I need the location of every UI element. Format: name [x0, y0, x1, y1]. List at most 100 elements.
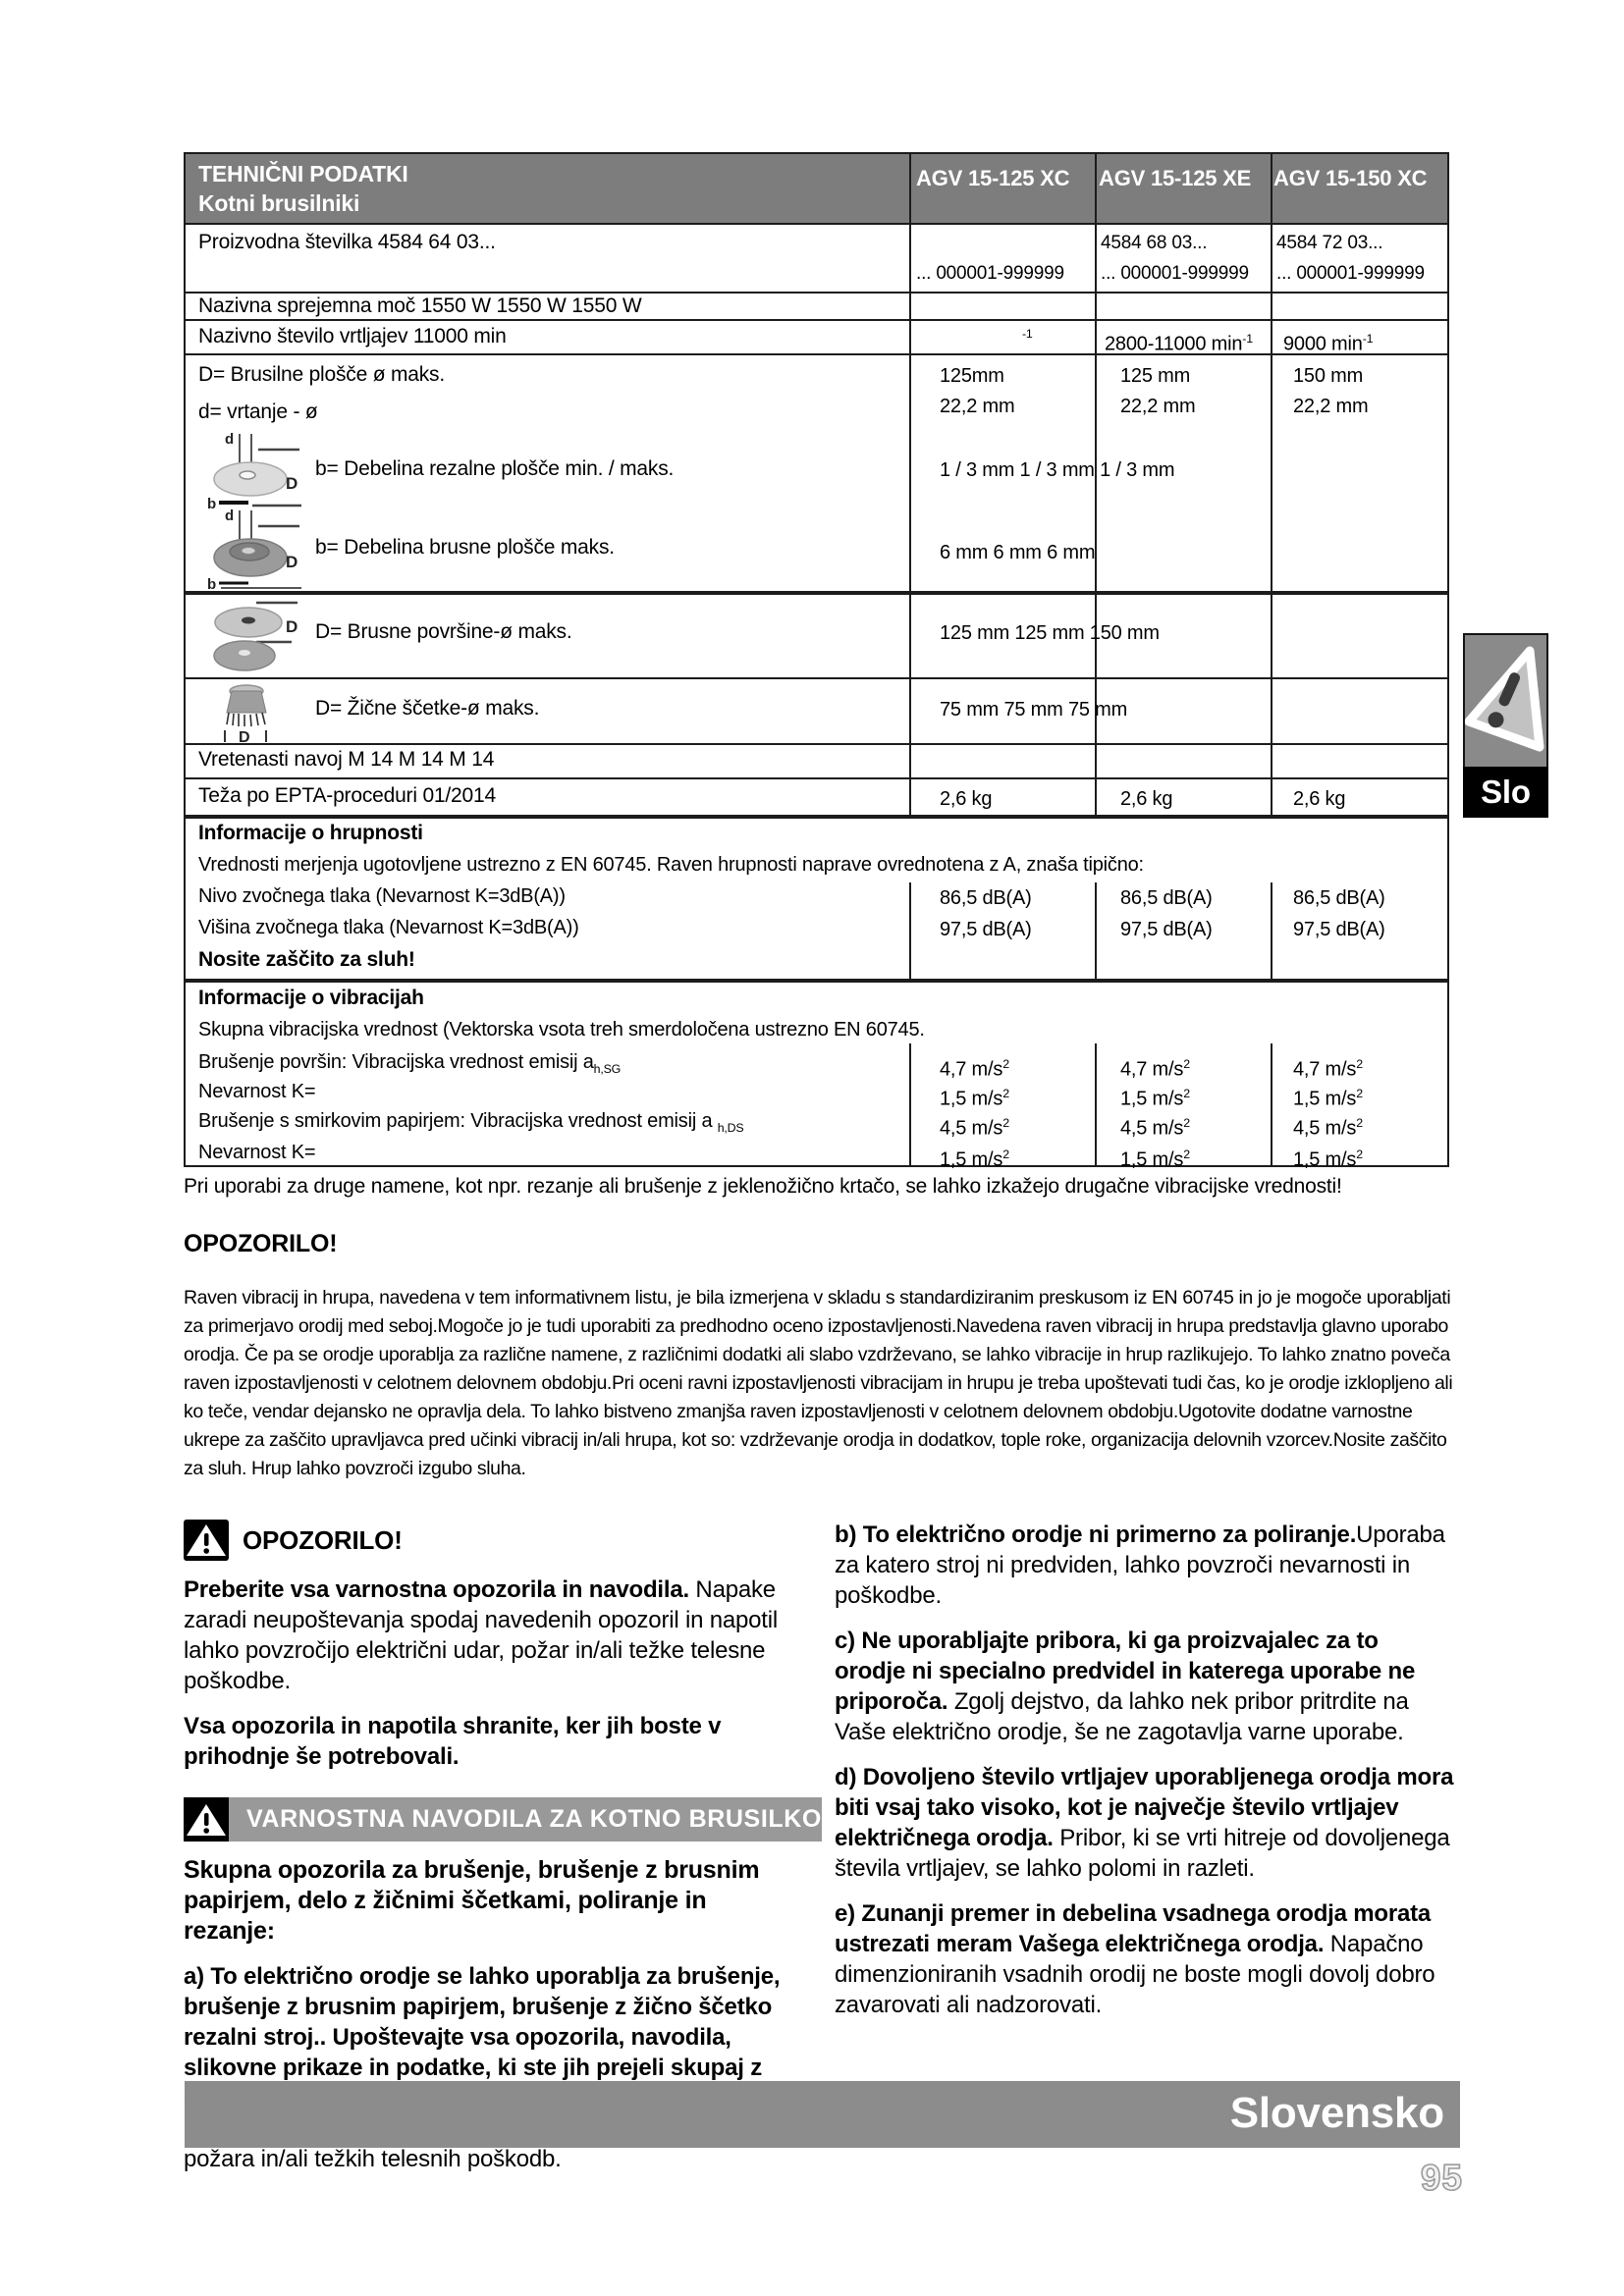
safety-instructions-banner: VARNOSTNA NAVODILA ZA KOTNO BRUSILKO	[184, 1797, 822, 1842]
noise-value: 86,5 dB(A)	[1120, 887, 1213, 909]
wire-brush-values: 75 mm 75 mm 75 mm	[940, 699, 1128, 721]
vibration-title: Informacije o vibracijah	[198, 987, 424, 1009]
cutting-thickness-values: 1 / 3 mm 1 / 3 mm 1 / 3 mm	[940, 459, 1175, 481]
production-label: Proizvodna številka 4584 64 03...	[198, 231, 496, 253]
svg-text:d: d	[225, 431, 234, 448]
svg-text:D: D	[286, 474, 298, 493]
disc-col3: 150 mm 22,2 mm	[1293, 365, 1369, 417]
section-vibration: Informacije o vibracijah Skupna vibracij…	[186, 979, 1447, 1171]
other-use-note: Pri uporabi za druge namene, kot npr. re…	[184, 1175, 1342, 1198]
power-label: Nazivna sprejemna moč 1550 W 1550 W 1550…	[198, 294, 642, 317]
vibration-value: 1,5 m/s2	[1293, 1148, 1363, 1171]
speed-label: Nazivno število vrtljajev 11000 min	[198, 325, 507, 347]
noise-row-label: Višina zvočnega tlaka (Nevarnost K=3dB(A…	[198, 917, 579, 938]
speed-col2: 2800-11000 min-1	[1105, 332, 1253, 355]
grinding-thickness-values: 6 mm 6 mm 6 mm	[940, 542, 1096, 563]
vibration-row-label: Nevarnost K=	[198, 1081, 316, 1102]
vibration-value: 1,5 m/s2	[940, 1148, 1009, 1171]
item-c-rest: Zgolj dejstvo, da lahko nek pribor pritr…	[835, 1688, 1409, 1745]
svg-text:D: D	[239, 729, 249, 744]
row-wire-brush: D D= Žične ščetke-ø maks. 75 mm 75 mm 75…	[186, 677, 1447, 744]
sanding-surface-values: 125 mm 125 mm 150 mm	[940, 622, 1160, 644]
vibration-row-label: Brušenje površin: Vibracijska vrednost e…	[198, 1051, 622, 1076]
page-number: 95	[1420, 2157, 1463, 2199]
item-b-paragraph: b) To električno orodje ni primerno za p…	[835, 1520, 1455, 1611]
noise-row-label: Nivo zvočnega tlaka (Nevarnost K=3dB(A))	[198, 885, 566, 907]
row-sanding-surface: D D= Brusne površine-ø maks. 125 mm 125 …	[186, 591, 1447, 677]
noise-value: 97,5 dB(A)	[1293, 919, 1385, 940]
cutting-thickness-label: b= Debelina rezalne plošče min. / maks.	[315, 457, 675, 480]
vibration-value: 1,5 m/s2	[1120, 1087, 1190, 1110]
svg-text:d: d	[225, 507, 234, 524]
warning-triangle-icon	[184, 1520, 229, 1561]
speed-col1: -1	[1022, 327, 1033, 341]
sanding-surface-label: D= Brusne površine-ø maks.	[315, 620, 572, 643]
item-d-bold: d) Dovoljeno število vrtljajev uporablje…	[835, 1764, 1454, 1851]
warning-triangle-icon	[184, 1798, 229, 1841]
row-rated-power: Nazivna sprejemna moč 1550 W 1550 W 1550…	[186, 292, 1447, 319]
warning-title: OPOZORILO!	[243, 1524, 403, 1555]
warning-header: OPOZORILO!	[184, 1520, 790, 1561]
table-title-line1: TEHNIČNI PODATKI	[198, 161, 408, 187]
item-b-bold: b) To električno orodje ni primerno za p…	[835, 1522, 1357, 1548]
item-e-rest: Napačno dimenzioniranih vsadnih orodij n…	[835, 1931, 1435, 2018]
vibration-value: 4,5 m/s2	[1120, 1116, 1190, 1140]
item-b-rest: Uporaba za katero stroj ni predviden, la…	[835, 1522, 1445, 1609]
column-header-agv15-125xc: AGV 15-125 XC	[916, 166, 1070, 190]
noise-value: 86,5 dB(A)	[1293, 887, 1385, 909]
weight-col2: 2,6 kg	[1120, 788, 1173, 810]
production-col3: 4584 72 03...... 000001-999999	[1276, 233, 1425, 284]
vibration-value: 4,5 m/s2	[1293, 1116, 1363, 1140]
read-warnings-rest: Napake zaradi neupoštevanja spodaj naved…	[184, 1576, 779, 1694]
section-noise: Informacije o hrupnosti Vrednosti merjen…	[186, 815, 1447, 979]
item-c-bold: c) Ne uporabljajte pribora, ki ga proizv…	[835, 1628, 1416, 1715]
wire-brush-label: D= Žične ščetke-ø maks.	[315, 697, 540, 720]
banner-icon-box	[184, 1797, 229, 1842]
language-banner: Slovensko	[185, 2081, 1460, 2148]
grinding-disc-icon: d D b	[207, 507, 301, 593]
disc-col1: 125mm 22,2 mm	[940, 365, 1015, 417]
thread-label: Vretenasti navoj M 14 M 14 M 14	[198, 748, 495, 771]
vibration-value: 4,7 m/s2	[1293, 1057, 1363, 1081]
read-warnings-bold: Preberite vsa varnostna opozorila in nav…	[184, 1576, 689, 1603]
right-column: b) To električno orodje ni primerno za p…	[835, 1520, 1455, 2035]
row-spindle-thread: Vretenasti navoj M 14 M 14 M 14	[186, 743, 1447, 777]
disc-diameter-label: D= Brusilne plošče ø maks.	[198, 363, 445, 386]
vibration-value: 4,5 m/s2	[940, 1116, 1009, 1140]
noise-value: 97,5 dB(A)	[940, 919, 1032, 940]
side-tab-label: Slo	[1463, 767, 1548, 818]
row-rated-speed: Nazivno število vrtljajev 11000 min -1 2…	[186, 319, 1447, 355]
vibration-noise-disclaimer: Raven vibracij in hrupa, navedena v tem …	[184, 1287, 1453, 1479]
safety-banner-title: VARNOSTNA NAVODILA ZA KOTNO BRUSILKO	[229, 1797, 822, 1842]
vibration-value: 1,5 m/s2	[940, 1087, 1009, 1110]
vibration-subtitle: Skupna vibracijska vrednost (Vektorska v…	[198, 1019, 925, 1041]
weight-col1: 2,6 kg	[940, 788, 993, 810]
vibration-value: 4,7 m/s2	[1120, 1057, 1190, 1081]
row-disc-dimensions: D= Brusilne plošče ø maks. d= vrtanje - …	[186, 353, 1447, 593]
item-d-rest: Pribor, ki se vrti hitreje od dovoljeneg…	[835, 1825, 1450, 1882]
language-side-tab: Slo	[1463, 633, 1548, 818]
read-warnings-paragraph: Preberite vsa varnostna opozorila in nav…	[184, 1575, 790, 1696]
side-tab-warning-box	[1463, 633, 1548, 767]
table-title-line2: Kotni brusilniki	[198, 190, 360, 216]
table-header-row: TEHNIČNI PODATKI Kotni brusilniki AGV 15…	[186, 154, 1447, 223]
tech-data-table: TEHNIČNI PODATKI Kotni brusilniki AGV 15…	[184, 152, 1449, 1171]
item-c-paragraph: c) Ne uporabljajte pribora, ki ga proizv…	[835, 1626, 1455, 1747]
bore-diameter-label: d= vrtanje - ø	[198, 400, 318, 423]
rotated-warning-triangle-icon	[1464, 646, 1544, 752]
noise-warning: Nosite zaščito za sluh!	[198, 948, 415, 971]
row-weight: Teža po EPTA-proceduri 01/2014 2,6 kg 2,…	[186, 777, 1447, 815]
vibration-row-label: Brušenje s smirkovim papirjem: Vibracijs…	[198, 1110, 744, 1135]
svg-text:D: D	[286, 553, 298, 571]
item-e-bold: e) Zunanji premer in debelina vsadnega o…	[835, 1900, 1432, 1957]
production-col2: 4584 68 03...... 000001-999999	[1101, 233, 1249, 284]
item-d-paragraph: d) Dovoljeno število vrtljajev uporablje…	[835, 1762, 1455, 1884]
noise-value: 97,5 dB(A)	[1120, 919, 1213, 940]
flap-disc-icon: D	[213, 601, 298, 671]
weight-col3: 2,6 kg	[1293, 788, 1346, 810]
vibration-value: 1,5 m/s2	[1120, 1148, 1190, 1171]
keep-warnings-paragraph: Vsa opozorila in napotila shranite, ker …	[184, 1713, 722, 1770]
weight-label: Teža po EPTA-proceduri 01/2014	[198, 784, 496, 807]
svg-text:D: D	[286, 617, 298, 636]
